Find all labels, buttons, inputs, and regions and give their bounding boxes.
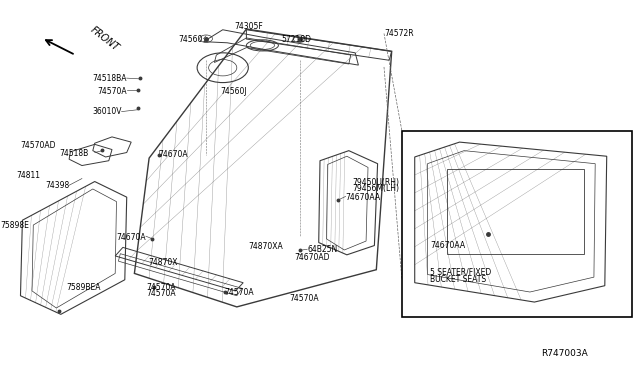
Text: 64B25N: 64B25N [307, 246, 337, 254]
Text: 74570A: 74570A [97, 87, 127, 96]
Text: 74398: 74398 [45, 182, 69, 190]
Text: 74570A: 74570A [224, 288, 253, 296]
Text: 74560: 74560 [178, 35, 202, 44]
Text: 74570AD: 74570AD [21, 141, 56, 150]
Text: 75898E: 75898E [0, 221, 29, 230]
Text: 74670AA: 74670AA [346, 193, 381, 202]
Text: R747003A: R747003A [541, 349, 588, 358]
Bar [402, 131, 632, 317]
Text: 74570A: 74570A [289, 294, 319, 303]
Text: 7589BEA: 7589BEA [67, 283, 101, 292]
Text: 74670AA: 74670AA [430, 241, 465, 250]
Text: 74670A: 74670A [116, 233, 146, 242]
Text: 74870XA: 74870XA [248, 242, 283, 251]
Text: 74670A: 74670A [159, 150, 188, 159]
Text: 74305F: 74305F [234, 22, 262, 31]
Text: 74570A: 74570A [146, 289, 175, 298]
Text: BUCKET SEATS: BUCKET SEATS [430, 275, 486, 283]
Bar [447, 169, 584, 254]
Text: 74518B: 74518B [59, 149, 88, 158]
Text: 74572R: 74572R [384, 29, 413, 38]
Text: 74518BA: 74518BA [92, 74, 127, 83]
Text: 79456M(LH): 79456M(LH) [352, 185, 399, 193]
Text: 74811: 74811 [17, 171, 40, 180]
Text: 74560J: 74560J [221, 87, 248, 96]
Text: 74570A: 74570A [146, 283, 175, 292]
Text: 57210D: 57210D [282, 35, 312, 44]
Text: 74670AD: 74670AD [294, 253, 330, 262]
Text: FRONT: FRONT [88, 25, 121, 53]
Text: 79450U(RH): 79450U(RH) [352, 178, 399, 187]
Text: 74870X: 74870X [148, 258, 178, 267]
Text: 5 SEATER/FIXED: 5 SEATER/FIXED [430, 268, 492, 277]
Text: 36010V: 36010V [92, 107, 122, 116]
